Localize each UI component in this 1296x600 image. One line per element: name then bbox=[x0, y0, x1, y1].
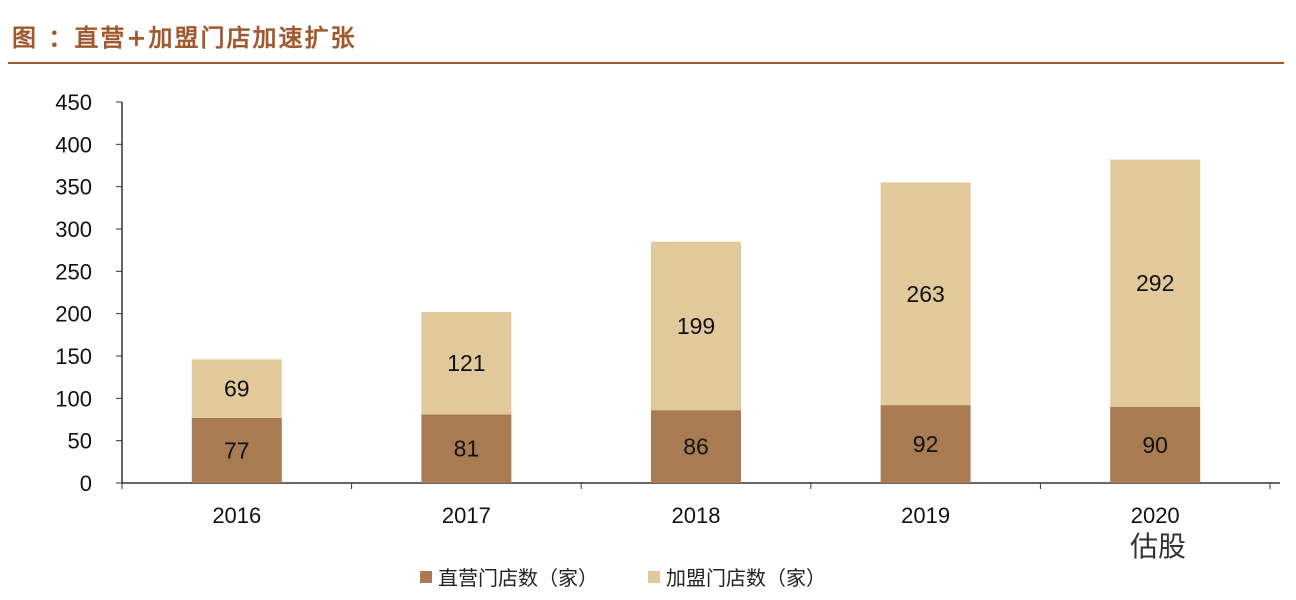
data-label: 86 bbox=[683, 434, 709, 460]
legend: 直营门店数（家） 加盟门店数（家） bbox=[420, 562, 826, 591]
x-tick-label: 2020 bbox=[1131, 503, 1180, 528]
bar-direct-2020 bbox=[1110, 406, 1201, 483]
x-tick-label: 2018 bbox=[672, 503, 721, 528]
bar-franchise-2019 bbox=[880, 182, 971, 406]
data-label: 69 bbox=[224, 376, 250, 402]
y-tick-label: 450 bbox=[55, 90, 92, 115]
data-label: 81 bbox=[454, 436, 480, 462]
x-tick-label: 2016 bbox=[212, 503, 261, 528]
bar-franchise-2020 bbox=[1110, 159, 1201, 407]
bar-direct-2017 bbox=[421, 414, 512, 483]
chart-title: 图 ：直营+加盟门店加速扩张 bbox=[12, 23, 357, 52]
legend-item-franchise: 加盟门店数（家） bbox=[648, 562, 826, 591]
legend-label-direct: 直营门店数（家） bbox=[438, 566, 598, 590]
y-tick-label: 0 bbox=[80, 471, 92, 496]
data-label: 92 bbox=[913, 431, 939, 457]
data-label: 77 bbox=[224, 437, 250, 463]
bar-direct-2019 bbox=[880, 405, 971, 483]
y-tick-label: 50 bbox=[68, 429, 92, 454]
bar-direct-2016 bbox=[191, 417, 282, 483]
data-label: 292 bbox=[1136, 270, 1174, 296]
legend-item-direct: 直营门店数（家） bbox=[420, 562, 598, 591]
title-divider bbox=[8, 62, 1284, 64]
legend-swatch-direct bbox=[420, 570, 432, 583]
x-tick-label: 2019 bbox=[901, 503, 950, 528]
legend-swatch-franchise bbox=[648, 570, 660, 583]
data-label: 199 bbox=[677, 313, 715, 339]
y-tick-label: 200 bbox=[55, 302, 92, 327]
legend-label-franchise: 加盟门店数（家） bbox=[666, 566, 826, 590]
bar-franchise-2016 bbox=[191, 359, 282, 418]
x-tick-label: 2017 bbox=[442, 503, 491, 528]
y-tick-label: 100 bbox=[55, 386, 92, 411]
y-tick-label: 250 bbox=[55, 259, 92, 284]
y-tick-label: 300 bbox=[55, 217, 92, 242]
y-tick-label: 350 bbox=[55, 175, 92, 200]
y-tick-label: 150 bbox=[55, 344, 92, 369]
bar-franchise-2018 bbox=[651, 241, 741, 411]
bar-direct-2018 bbox=[651, 410, 741, 483]
data-label: 90 bbox=[1142, 432, 1168, 458]
bar-franchise-2017 bbox=[421, 311, 512, 415]
data-label: 121 bbox=[447, 350, 485, 376]
y-tick-label: 400 bbox=[55, 132, 92, 157]
watermark: 估股 bbox=[1130, 530, 1187, 563]
data-label: 263 bbox=[906, 281, 944, 307]
